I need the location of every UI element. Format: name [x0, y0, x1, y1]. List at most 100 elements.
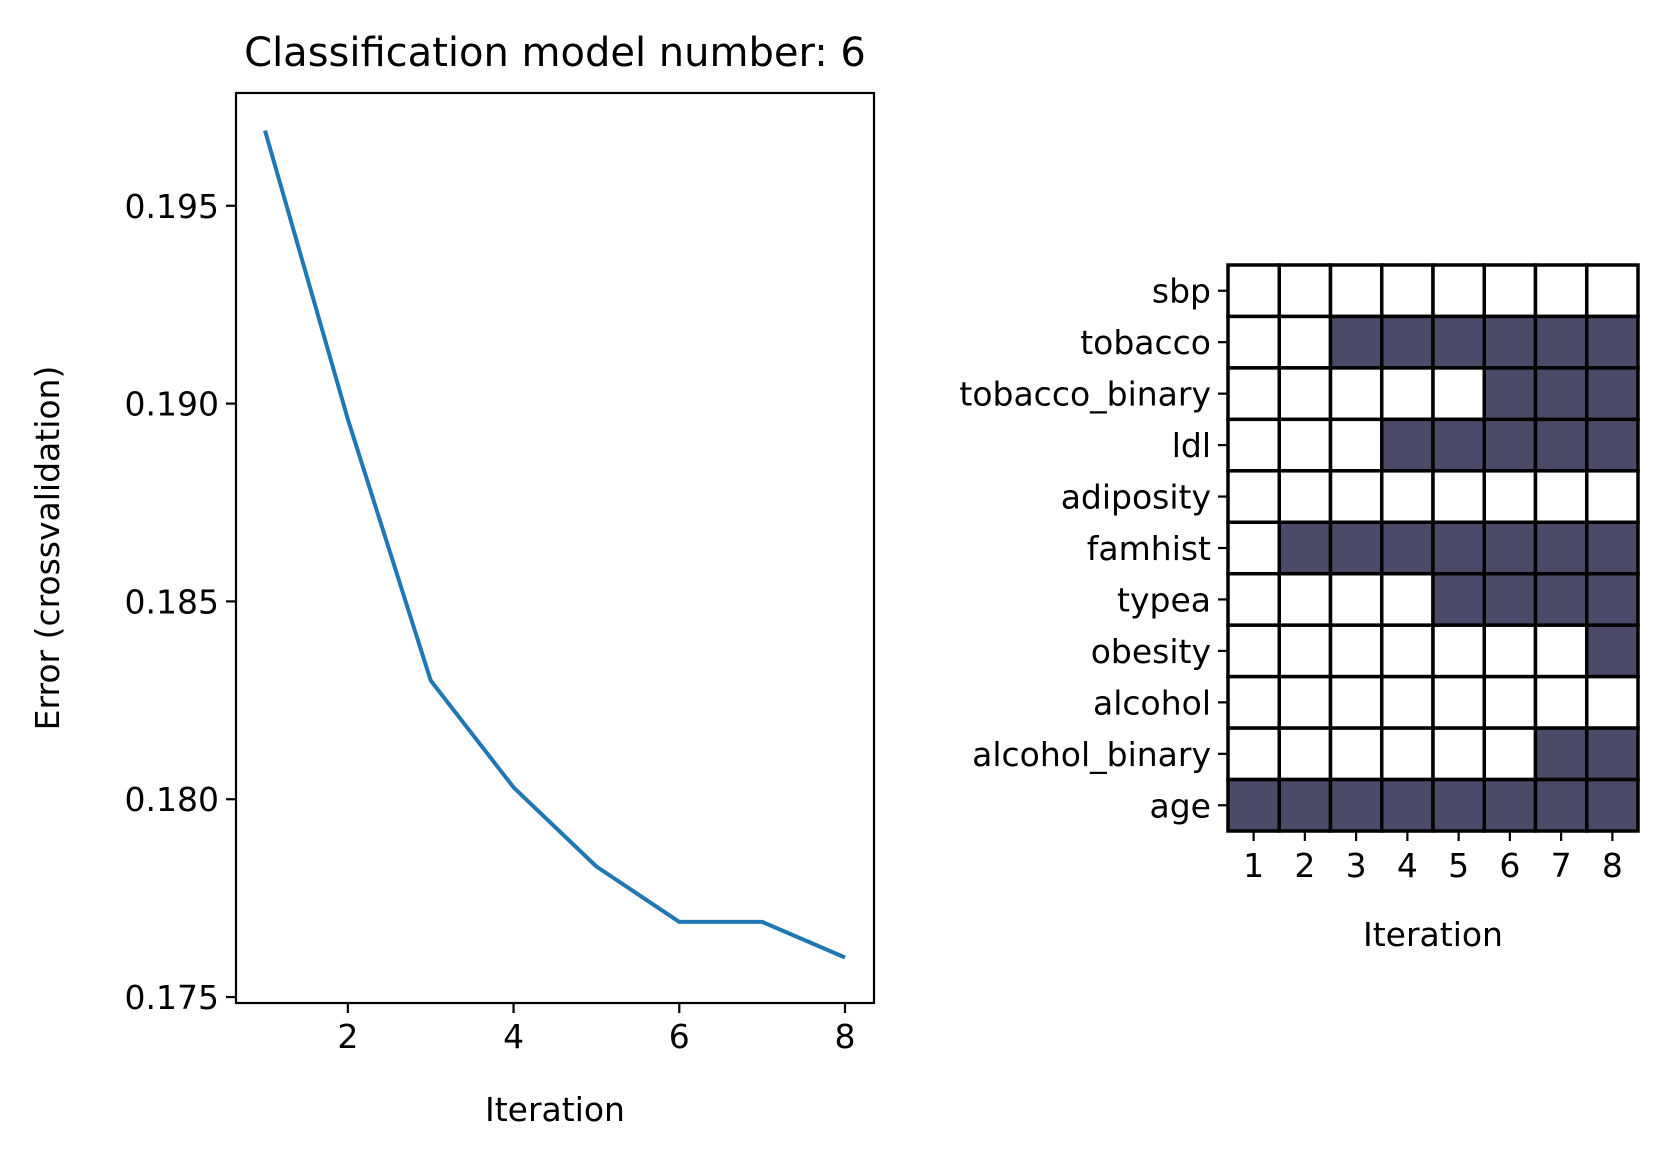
- line-chart-panel: Classification model number: 6 2 4 6 8 0.17…: [28, 30, 876, 1129]
- heatmap-cell: [1380, 571, 1435, 627]
- heatmap-cell: [1277, 674, 1333, 730]
- heatmap-cell: [1431, 520, 1486, 576]
- heatmap-cell: [1380, 366, 1435, 422]
- y-tick-label: 0.190: [125, 385, 219, 424]
- heatmap-cell: [1431, 314, 1486, 370]
- heatmap-cell: [1277, 571, 1333, 627]
- heatmap-iteration-label: 1: [1243, 846, 1264, 885]
- heatmap-cell: [1277, 366, 1333, 422]
- heatmap-feature-label: age: [1150, 786, 1211, 825]
- heatmap-cell: [1431, 777, 1486, 833]
- heatmap-cell: [1585, 417, 1640, 473]
- heatmap-iteration-label: 5: [1448, 846, 1469, 885]
- heatmap-feature-label: famhist: [1087, 529, 1211, 568]
- heatmap-cell: [1226, 469, 1281, 525]
- heatmap-cell: [1328, 520, 1384, 576]
- heatmap-cell: [1277, 623, 1333, 679]
- heatmap-cell: [1533, 674, 1589, 730]
- heatmap-feature-label: ldl: [1172, 426, 1211, 465]
- heatmap-cell: [1533, 777, 1589, 833]
- heatmap-cell: [1533, 314, 1589, 370]
- heatmap-cell: [1585, 520, 1640, 576]
- heatmap-cell: [1328, 417, 1384, 473]
- heatmap-cell: [1431, 263, 1486, 319]
- heatmap-cell: [1226, 623, 1281, 679]
- heatmap-cell: [1431, 417, 1486, 473]
- heatmap-feature-label: adiposity: [1061, 478, 1211, 517]
- heatmap-cell: [1431, 623, 1486, 679]
- heatmap-cell: [1226, 366, 1281, 422]
- heatmap-cell: [1277, 469, 1333, 525]
- heatmap-cell: [1380, 417, 1435, 473]
- heatmap-iteration-label: 7: [1551, 846, 1572, 885]
- heatmap-cell: [1585, 674, 1640, 730]
- heatmap-cell: [1431, 469, 1486, 525]
- heatmap-cell: [1482, 623, 1538, 679]
- heatmap-cell: [1328, 314, 1384, 370]
- heatmap-cell: [1226, 777, 1281, 833]
- heatmap-cell: [1585, 263, 1640, 319]
- heatmap-feature-label: alcohol_binary: [972, 735, 1211, 774]
- heatmap-cell: [1482, 726, 1538, 782]
- heatmap-cell: [1533, 520, 1589, 576]
- heatmap-cell: [1380, 777, 1435, 833]
- heatmap-feature-label: typea: [1117, 580, 1211, 619]
- heatmap-cell: [1585, 571, 1640, 627]
- y-tick-label: 0.175: [125, 978, 219, 1017]
- heatmap-cell: [1533, 623, 1589, 679]
- y-tick-label: 0.180: [125, 780, 219, 819]
- heatmap-cell: [1533, 417, 1589, 473]
- heatmap-cell: [1533, 726, 1589, 782]
- heatmap-cell: [1328, 674, 1384, 730]
- heatmap-cell: [1585, 777, 1640, 833]
- heatmap-cell: [1533, 366, 1589, 422]
- heatmap-cell: [1277, 777, 1333, 833]
- heatmap-cell: [1226, 571, 1281, 627]
- line-chart-y-axis-label: Error (crossvalidation): [28, 366, 67, 731]
- heatmap-cell: [1380, 674, 1435, 730]
- heatmap-cell: [1482, 469, 1538, 525]
- heatmap-feature-label: alcohol: [1093, 683, 1211, 722]
- y-tick-label: 0.195: [125, 187, 219, 226]
- heatmap-cell: [1226, 263, 1281, 319]
- heatmap-cell: [1380, 520, 1435, 576]
- x-tick-label: 4: [503, 1017, 524, 1056]
- heatmap-cell: [1533, 469, 1589, 525]
- heatmap-cell: [1328, 571, 1384, 627]
- line-chart-title: Classification model number: 6: [244, 30, 866, 76]
- heatmap-cell: [1585, 366, 1640, 422]
- heatmap-cell: [1328, 623, 1384, 679]
- line-chart-marks: [263, 130, 846, 960]
- heatmap-cell: [1380, 314, 1435, 370]
- x-tick-label: 2: [337, 1017, 358, 1056]
- heatmap-cell: [1328, 263, 1384, 319]
- heatmap-cell: [1277, 263, 1333, 319]
- heatmap-cell: [1431, 366, 1486, 422]
- heatmap-cell: [1380, 726, 1435, 782]
- heatmap-cell: [1277, 520, 1333, 576]
- heatmap-cell: [1533, 263, 1589, 319]
- x-tick-label: 8: [835, 1017, 856, 1056]
- heatmap-cell: [1328, 469, 1384, 525]
- heatmap-cell: [1277, 417, 1333, 473]
- heatmap-cell: [1226, 726, 1281, 782]
- heatmap-cell: [1328, 777, 1384, 833]
- heatmap-cell: [1482, 314, 1538, 370]
- heatmap-cell: [1328, 366, 1384, 422]
- heatmap-cell: [1585, 469, 1640, 525]
- heatmap-cell: [1482, 571, 1538, 627]
- x-tick-label: 6: [669, 1017, 690, 1056]
- line-chart-frame: [234, 91, 876, 1005]
- heatmap-cell: [1482, 417, 1538, 473]
- heatmap-iteration-label: 6: [1499, 846, 1520, 885]
- heatmap-cell: [1482, 674, 1538, 730]
- heatmap-feature-label: sbp: [1152, 272, 1211, 311]
- heatmap-cell: [1482, 263, 1538, 319]
- heatmap-cell: [1585, 623, 1640, 679]
- heatmap-feature-label: tobacco_binary: [959, 375, 1211, 414]
- heatmap-cell: [1431, 571, 1486, 627]
- heatmap-cell: [1380, 263, 1435, 319]
- heatmap-cell: [1431, 674, 1486, 730]
- heatmap-feature-label: tobacco: [1080, 323, 1211, 362]
